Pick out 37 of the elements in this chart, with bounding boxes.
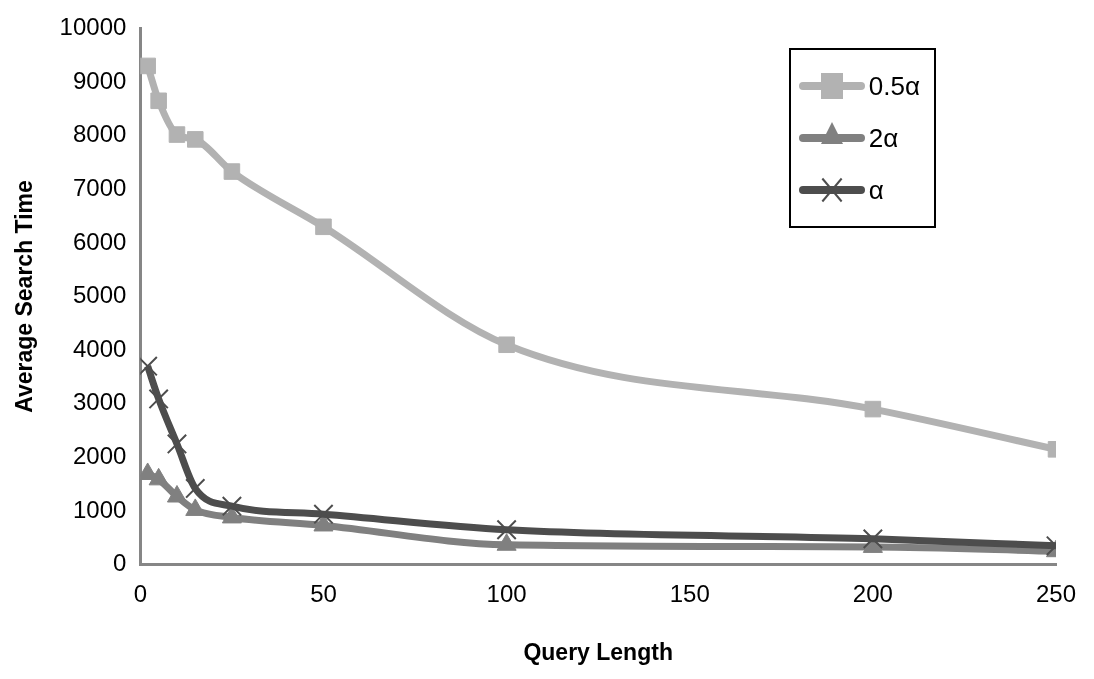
y-tick-label: 2000 (72, 441, 127, 469)
point (185, 478, 206, 499)
point (166, 433, 188, 455)
legend-label: 0.5α (868, 70, 920, 102)
x-tick-label: 50 (310, 579, 337, 607)
point (168, 126, 186, 143)
y-tick-label: 7000 (72, 173, 127, 201)
x-axis-title: Query Length (523, 638, 673, 665)
point (498, 336, 515, 354)
point (862, 528, 884, 550)
x-tick-label: 150 (669, 579, 710, 607)
y-tick-label: 4000 (72, 334, 127, 362)
y-axis-title: Average Search Time (11, 180, 38, 413)
y-tick-label: 8000 (72, 120, 127, 148)
y-tick-label: 6000 (72, 227, 127, 255)
point (315, 218, 332, 236)
point (864, 400, 882, 418)
y-tick-label: 10000 (59, 13, 127, 41)
point (187, 131, 204, 148)
y-tick-label: 5000 (72, 281, 127, 309)
legend-label: 2α (868, 122, 899, 154)
x-tick-label: 200 (852, 579, 893, 607)
y-tick-label: 0 (112, 549, 127, 577)
point (150, 92, 167, 110)
point (140, 57, 156, 75)
y-tick-label: 1000 (72, 495, 127, 523)
legend-label: α (868, 174, 884, 206)
x-tick-label: 100 (486, 579, 527, 607)
y-tick-label: 9000 (72, 66, 127, 94)
point (313, 504, 334, 525)
x-tick-label: 0 (133, 579, 148, 607)
point (223, 163, 241, 180)
point (496, 519, 517, 540)
point (148, 388, 169, 410)
x-tick-label: 250 (1035, 579, 1077, 607)
y-tick-label: 3000 (72, 388, 127, 416)
point (221, 495, 243, 517)
